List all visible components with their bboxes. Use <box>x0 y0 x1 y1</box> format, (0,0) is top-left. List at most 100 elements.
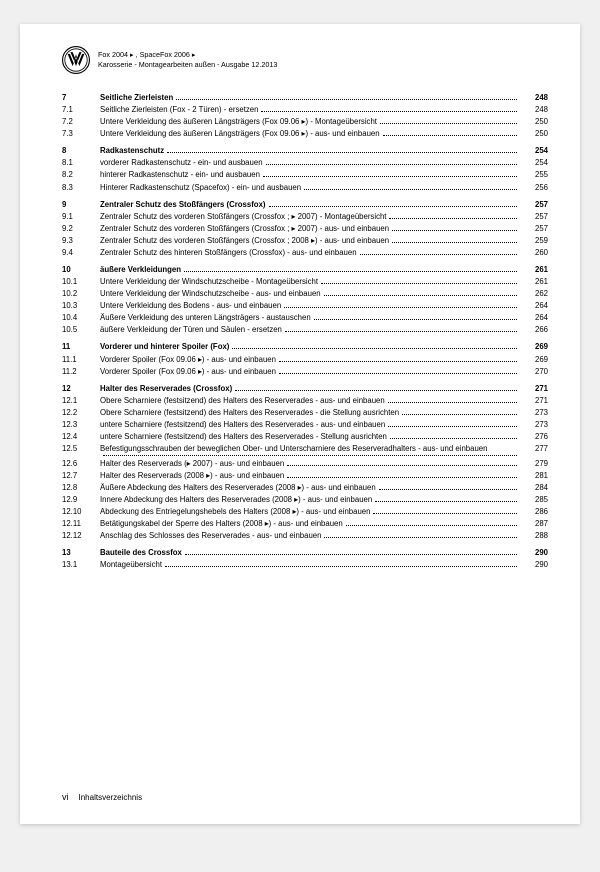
toc-number: 8.3 <box>62 182 96 194</box>
toc-title-col: untere Scharniere (festsitzend) des Halt… <box>100 419 520 431</box>
toc-row: 12.2 Obere Scharniere (festsitzend) des H… <box>62 407 548 419</box>
toc-title: Halter des Reserverads (▸ 2007) - aus- u… <box>100 458 284 470</box>
toc-title-col: Obere Scharniere (festsitzend) des Halte… <box>100 407 520 419</box>
toc-row: 9.2Zentraler Schutz des vorderen Stoßfän… <box>62 223 548 235</box>
toc-leader <box>324 537 517 538</box>
toc-title-col: Äußere Abdeckung des Halters des Reserve… <box>100 482 520 494</box>
toc-row: 10.4 Äußere Verkleidung des unteren Längs… <box>62 312 548 324</box>
toc-number: 7.2 <box>62 116 96 128</box>
toc-title-col: Radkastenschutz <box>100 145 520 157</box>
toc-page: 286 <box>524 506 548 518</box>
toc-number: 9 <box>62 199 96 211</box>
toc-title-col: Halter des Reserverads (2008 ▸) - aus- u… <box>100 470 520 482</box>
toc-title: Halter des Reserverades (Crossfox) <box>100 383 232 395</box>
toc-number: 10.3 <box>62 300 96 312</box>
toc-title-col: Zentraler Schutz des Stoßfängers (Crossf… <box>100 199 520 211</box>
toc-leader <box>284 307 517 308</box>
toc-title: Zentraler Schutz des vorderen Stoßfänger… <box>100 211 386 223</box>
toc-leader <box>388 402 517 403</box>
toc-row: 9.3Zentraler Schutz des vorderen Stoßfän… <box>62 235 548 247</box>
toc-number: 11 <box>62 341 96 353</box>
toc-row: 12.3 untere Scharniere (festsitzend) des … <box>62 419 548 431</box>
toc-number: 9.4 <box>62 247 96 259</box>
toc-row: 9.1Zentraler Schutz des vorderen Stoßfän… <box>62 211 548 223</box>
toc-title-col: Zentraler Schutz des vorderen Stoßfänger… <box>100 223 520 235</box>
toc-title: Radkastenschutz <box>100 145 164 157</box>
toc-title-col: Seitliche Zierleisten <box>100 92 520 104</box>
toc-number: 12.6 <box>62 458 96 470</box>
toc-title-col: untere Scharniere (festsitzend) des Halt… <box>100 431 520 443</box>
toc-number: 12.5 <box>62 443 96 455</box>
toc-title: Hinterer Radkastenschutz (Spacefox) - ei… <box>100 182 301 194</box>
toc-leader <box>279 361 517 362</box>
toc-number: 10.1 <box>62 276 96 288</box>
document-page: Fox 2004 ▸ , SpaceFox 2006 ▸ Karosserie … <box>20 24 580 824</box>
page-footer: vi Inhaltsverzeichnis <box>62 792 142 802</box>
toc-page: 277 <box>524 443 548 455</box>
toc-title-col: Untere Verkleidung des äußeren Längsträg… <box>100 128 520 140</box>
toc-row: 12.9Innere Abdeckung des Halters des Res… <box>62 494 548 506</box>
toc-leader <box>235 390 517 391</box>
toc-title: äußere Verkleidungen <box>100 264 181 276</box>
toc-page: 259 <box>524 235 548 247</box>
toc-title-col: Untere Verkleidung des äußeren Längsträg… <box>100 116 520 128</box>
toc-leader <box>360 254 517 255</box>
toc-row: 12.5 Befestigungsschrauben der bewegliche… <box>62 443 548 458</box>
toc-row: 10.1Untere Verkleidung der Windschutzsch… <box>62 276 548 288</box>
toc-leader <box>304 189 517 190</box>
toc-title: äußere Verkleidung der Türen und Säulen … <box>100 324 282 336</box>
toc-leader <box>279 373 517 374</box>
toc-title: Untere Verkleidung des äußeren Längsträg… <box>100 116 377 128</box>
toc-number: 12 <box>62 383 96 395</box>
toc-number: 10.4 <box>62 312 96 324</box>
toc-title-col: Zentraler Schutz des hinteren Stoßfänger… <box>100 247 520 259</box>
toc-leader <box>402 414 517 415</box>
toc-title-col: Halter des Reserverads (▸ 2007) - aus- u… <box>100 458 520 470</box>
toc-leader <box>346 525 517 526</box>
toc-title-col: Betätigungskabel der Sperre des Halters … <box>100 518 520 530</box>
toc-page: 288 <box>524 530 548 542</box>
page-header: Fox 2004 ▸ , SpaceFox 2006 ▸ Karosserie … <box>62 46 548 74</box>
toc-title: Untere Verkleidung der Windschutzscheibe… <box>100 288 321 300</box>
toc-title: Obere Scharniere (festsitzend) des Halte… <box>100 407 399 419</box>
toc-title: Halter des Reserverads (2008 ▸) - aus- u… <box>100 470 284 482</box>
toc-title-col: Halter des Reserverades (Crossfox) <box>100 383 520 395</box>
toc-number: 12.2 <box>62 407 96 419</box>
toc-title: untere Scharniere (festsitzend) des Halt… <box>100 419 385 431</box>
toc-leader <box>185 554 517 555</box>
toc-row: 10äußere Verkleidungen261 <box>62 264 548 276</box>
toc-page: 271 <box>524 395 548 407</box>
toc-title: Zentraler Schutz des vorderen Stoßfänger… <box>100 235 389 247</box>
toc-title-col: Untere Verkleidung der Windschutzscheibe… <box>100 288 520 300</box>
toc-page: 276 <box>524 431 548 443</box>
toc-leader <box>389 218 517 219</box>
footer-page-number: vi <box>62 792 69 802</box>
toc-title-col: Zentraler Schutz des vorderen Stoßfänger… <box>100 235 520 247</box>
header-line2: Karosserie - Montagearbeiten außen - Aus… <box>98 60 277 70</box>
toc-number: 13 <box>62 547 96 559</box>
toc-page: 269 <box>524 341 548 353</box>
toc-leader <box>269 206 518 207</box>
toc-number: 12.3 <box>62 419 96 431</box>
toc-page: 273 <box>524 419 548 431</box>
toc-title: Betätigungskabel der Sperre des Halters … <box>100 518 343 530</box>
toc-title-col: Befestigungsschrauben der beweglichen Ob… <box>100 444 520 458</box>
toc-leader <box>380 123 517 124</box>
toc-title: Äußere Abdeckung des Halters des Reserve… <box>100 482 376 494</box>
toc-page: 264 <box>524 312 548 324</box>
toc-page: 285 <box>524 494 548 506</box>
toc-page: 248 <box>524 92 548 104</box>
toc-row: 12.6 Halter des Reserverads (▸ 2007) - au… <box>62 458 548 470</box>
toc-leader <box>390 438 517 439</box>
toc-title-col: vorderer Radkastenschutz - ein- und ausb… <box>100 157 520 169</box>
toc-row: 9.4 Zentraler Schutz des hinteren Stoßfän… <box>62 247 548 259</box>
vw-logo-icon <box>62 46 90 74</box>
toc-row: 13.1Montageübersicht290 <box>62 559 548 571</box>
toc-number: 13.1 <box>62 559 96 571</box>
toc-page: 262 <box>524 288 548 300</box>
toc-row: 11Vorderer und hinterer Spoiler (Fox)269 <box>62 341 548 353</box>
toc-title-col: Äußere Verkleidung des unteren Längsträg… <box>100 312 520 324</box>
toc-row: 10.2Untere Verkleidung der Windschutzsch… <box>62 288 548 300</box>
toc-title: Zentraler Schutz des Stoßfängers (Crossf… <box>100 199 266 211</box>
toc-number: 7 <box>62 92 96 104</box>
